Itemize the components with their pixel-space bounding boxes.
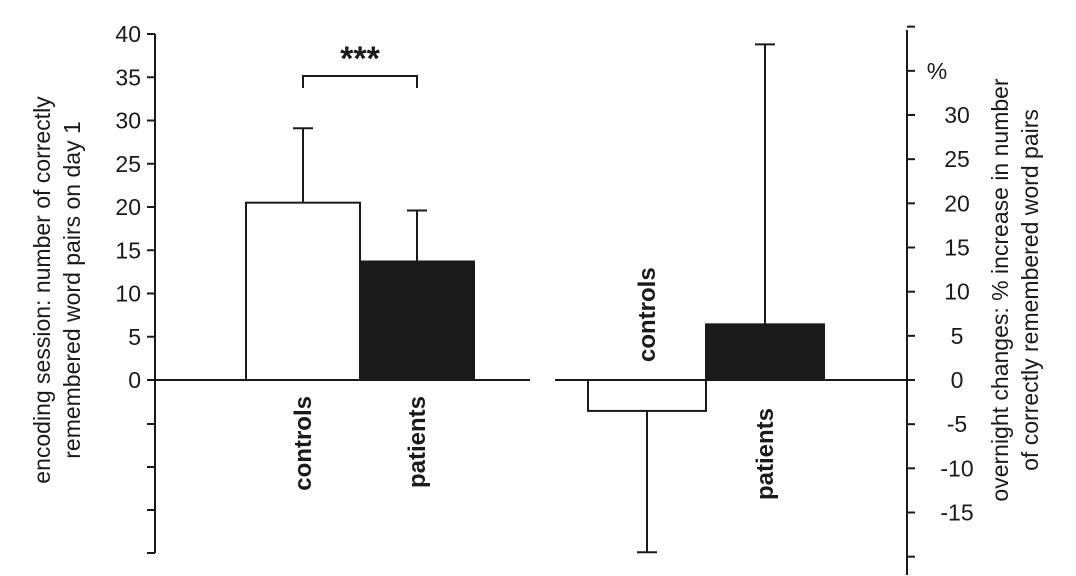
significance-bracket [302, 75, 418, 88]
right-y-tick-label: 25 [944, 146, 970, 172]
left-y-axis-ticks: 0 5 10 15 20 25 30 35 40 [115, 21, 156, 554]
right-y-tick-label: 0 [951, 367, 964, 393]
left-y-tick-label: 40 [115, 21, 141, 47]
left-y-tick-label: 25 [115, 151, 141, 177]
left-bars [245, 201, 475, 381]
right-y-tick-label: 5 [951, 323, 964, 349]
left-y-tick-label: 0 [128, 367, 141, 393]
right-y-tick-label: 10 [944, 279, 970, 305]
left-chart-panel: encoding session: number of correctly re… [29, 21, 475, 554]
left-y-axis-label-line-2: remembered word pairs on day 1 [59, 121, 85, 459]
left-y-tick-label: 10 [115, 281, 141, 307]
left-y-tick-label: 15 [115, 237, 141, 263]
right-chart-panel: overnight changes: % increase in number … [587, 25, 1043, 575]
right-y-tick-label: 30 [944, 102, 970, 128]
right-y-axis-ticks: -15 -10 -5 0 5 10 15 20 25 30 [906, 25, 974, 575]
right-error-bars [637, 43, 775, 554]
left-bar-patients [359, 260, 475, 381]
right-y-tick-label: -10 [940, 455, 973, 481]
right-y-axis-unit-label: % [927, 58, 947, 84]
significance-label: *** [340, 40, 380, 78]
right-y-tick-label: 15 [944, 235, 970, 261]
left-y-tick-label: 5 [128, 324, 141, 350]
left-category-label-patients: patients [404, 396, 431, 488]
left-error-bars [293, 127, 427, 262]
right-bars [587, 323, 825, 412]
right-y-axis-label-line-2: of correctly remembered word pairs [1017, 109, 1043, 471]
right-y-axis-label-line-1: overnight changes: % increase in number [987, 78, 1013, 502]
left-y-axis-label-line-1: encoding session: number of correctly [29, 96, 55, 484]
right-category-label-controls: controls [634, 267, 661, 362]
left-bar-controls [245, 201, 361, 381]
right-y-tick-label: 20 [944, 190, 970, 216]
left-y-tick-label: 35 [115, 64, 141, 90]
right-bar-controls [587, 379, 707, 412]
right-bar-patients [705, 323, 825, 382]
right-y-tick-label: -15 [940, 500, 973, 526]
right-category-label-patients: patients [752, 408, 779, 500]
right-y-tick-label: -5 [947, 411, 967, 437]
left-y-tick-label: 30 [115, 108, 141, 134]
left-y-tick-label: 20 [115, 194, 141, 220]
left-category-label-controls: controls [290, 396, 317, 491]
